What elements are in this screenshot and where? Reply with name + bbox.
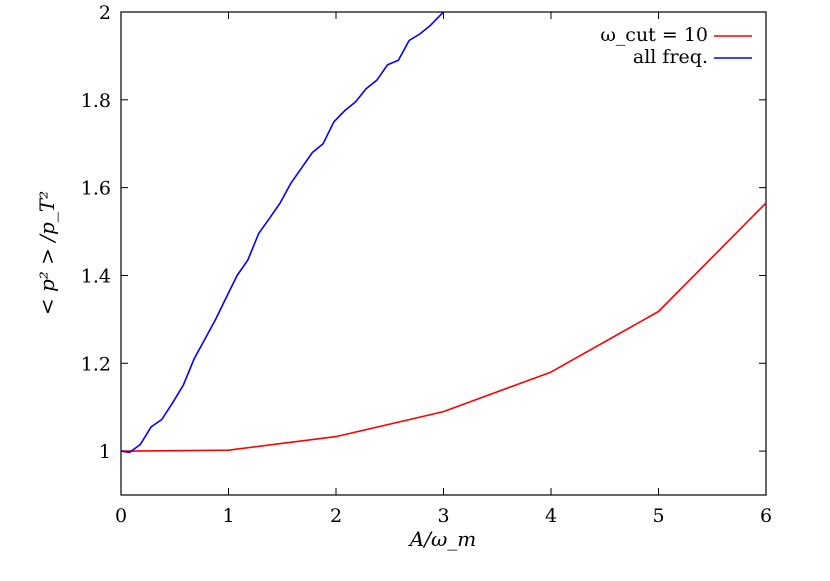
legend-label-1: all freq. [633,46,708,68]
y-tick-label: 2 [99,2,111,24]
y-axis-title: < p² > /p_T² [35,191,59,315]
series-line-1 [120,11,445,454]
y-tick-label: 1.8 [81,90,111,112]
x-tick-label: 5 [652,505,664,527]
legend: ω_cut = 10 all freq. [600,24,752,68]
x-tick-label: 6 [760,505,772,527]
legend-label-0: ω_cut = 10 [600,24,708,46]
y-tick-label: 1.6 [81,178,111,200]
plot-frame [120,11,767,496]
x-axis-label: A/ω_m [408,527,476,551]
y-axis-label: < p² > /p_T² [35,191,59,315]
x-tick-label: 1 [222,505,234,527]
y-tick-label: 1 [99,441,111,463]
x-tick-label: 3 [437,505,449,527]
y-tick-label: 1.4 [81,265,111,287]
x-tick-label: 4 [545,505,557,527]
x-tick-label: 2 [330,505,342,527]
y-tick-label: 1.2 [81,353,111,375]
x-axis-title: A/ω_m [408,527,476,551]
series-lines [120,11,767,454]
x-tick-label: 0 [115,505,127,527]
axis-ticks [120,11,767,495]
series-line-0 [121,202,767,452]
tick-labels: 0 1 2 3 4 5 6 1 1.2 1.4 1.6 1.8 2 [81,2,772,527]
